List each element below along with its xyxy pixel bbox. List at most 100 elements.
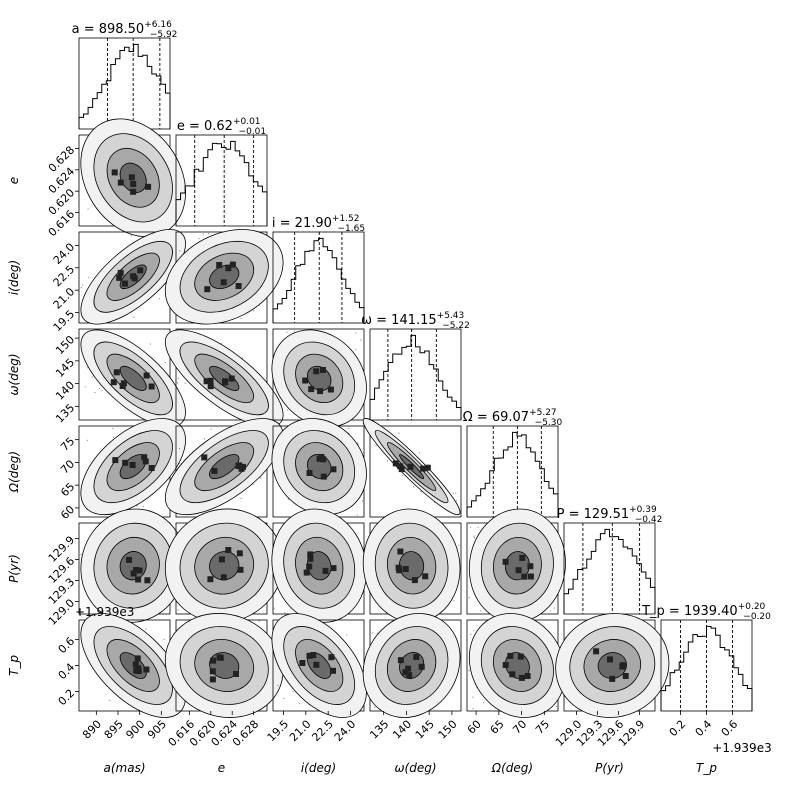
sample-point <box>88 277 90 279</box>
sample-point <box>80 287 82 289</box>
density-cell <box>110 379 117 386</box>
panel-a-a <box>78 37 171 130</box>
sample-point <box>371 632 374 634</box>
density-cell <box>521 573 528 580</box>
panel-frame <box>78 328 171 421</box>
density-cell <box>299 660 306 666</box>
sample-point <box>176 382 179 384</box>
density-cell <box>143 372 150 379</box>
histogram-Tp <box>660 625 753 711</box>
sample-point <box>283 697 285 700</box>
density-cell <box>524 673 531 679</box>
sample-point <box>273 607 275 609</box>
x-tick-label: 22.5 <box>309 718 336 745</box>
y-tick-label: 0.6 <box>56 635 78 657</box>
sample-point <box>470 633 472 636</box>
sample-point <box>163 638 165 640</box>
y-axis-label-w: ω(deg) <box>7 353 21 395</box>
panel-i-i <box>272 231 365 324</box>
sample-point <box>355 332 357 334</box>
density-cell <box>609 675 616 682</box>
panel-Tp-P <box>555 613 670 718</box>
sample-point <box>376 632 378 634</box>
panel-P-i <box>271 508 367 623</box>
density-cell <box>112 457 119 464</box>
density-cell <box>207 383 214 390</box>
density-cell <box>396 567 403 574</box>
x-offset-text: +1.939e3 <box>712 741 771 755</box>
sample-point <box>553 607 555 609</box>
density-cell <box>518 674 525 681</box>
density-cell <box>137 267 144 274</box>
density-cell <box>392 460 399 467</box>
sample-point <box>202 233 204 235</box>
sample-point <box>374 706 376 709</box>
sample-point <box>253 310 255 312</box>
sample-point <box>287 498 289 500</box>
sample-point <box>177 377 179 379</box>
sample-point <box>398 432 400 434</box>
density-cell <box>507 652 514 659</box>
sample-point <box>473 630 475 632</box>
sample-point <box>483 702 485 704</box>
density-cell <box>217 654 224 661</box>
y-tick-label: 75 <box>58 435 77 454</box>
y-tick-label: 65 <box>58 480 77 499</box>
panel-O-e <box>164 418 284 518</box>
y-tick-label: 19.5 <box>51 308 78 335</box>
panel-i-e <box>164 229 284 325</box>
density-cell <box>207 576 214 583</box>
density-cell <box>130 273 137 280</box>
density-cell <box>117 269 124 276</box>
sample-point <box>419 452 421 454</box>
panel-w-e <box>164 328 284 428</box>
density-cell <box>130 570 137 577</box>
sample-point <box>112 436 114 438</box>
x-tick-label: 70 <box>510 718 529 737</box>
panel-P-a <box>78 508 186 623</box>
density-cell <box>220 574 227 581</box>
x-tick-label: 895 <box>102 718 126 742</box>
sample-point <box>80 553 82 556</box>
sample-point <box>362 500 364 502</box>
density-cell <box>619 662 626 669</box>
x-tick-label: 0.4 <box>693 718 715 740</box>
density-cell <box>209 676 216 683</box>
sample-point <box>87 367 89 369</box>
x-tick-label: 900 <box>123 718 147 742</box>
sample-point <box>240 317 242 320</box>
histogram-w <box>369 334 462 420</box>
sample-point <box>109 699 111 702</box>
density-cell <box>218 556 225 563</box>
sample-point <box>101 390 103 392</box>
density-cell <box>509 671 516 678</box>
sample-point <box>136 505 138 507</box>
y-tick-label: 24.0 <box>51 240 78 267</box>
density-cell <box>607 656 613 663</box>
title-P: P = 129.51+0.39 −0.42 <box>557 505 663 525</box>
sample-point <box>252 483 254 485</box>
density-cell <box>235 463 242 470</box>
sample-point <box>130 235 133 237</box>
density-cell <box>418 663 425 670</box>
density-cell <box>148 465 155 471</box>
density-cell <box>406 672 413 679</box>
density-cell <box>211 467 218 474</box>
density-cell <box>209 668 216 675</box>
density-cell <box>502 662 509 668</box>
sample-point <box>177 609 179 611</box>
sample-point <box>455 500 457 502</box>
x-axis-label-w: ω(deg) <box>394 761 436 775</box>
x-axis-label-e: e <box>218 761 225 775</box>
sample-point <box>149 343 151 345</box>
density-cell <box>310 652 317 659</box>
density-cell <box>515 567 522 574</box>
y-offset-text: +1.939e3 <box>75 605 134 619</box>
sample-point <box>555 705 557 708</box>
x-tick-label: 60 <box>465 718 484 737</box>
sample-point <box>112 427 114 430</box>
x-axis-label-a: a(mas) <box>103 761 145 775</box>
sample-point <box>184 382 186 384</box>
density-cell <box>622 673 629 679</box>
y-axis-label-i: i(deg) <box>7 260 21 295</box>
